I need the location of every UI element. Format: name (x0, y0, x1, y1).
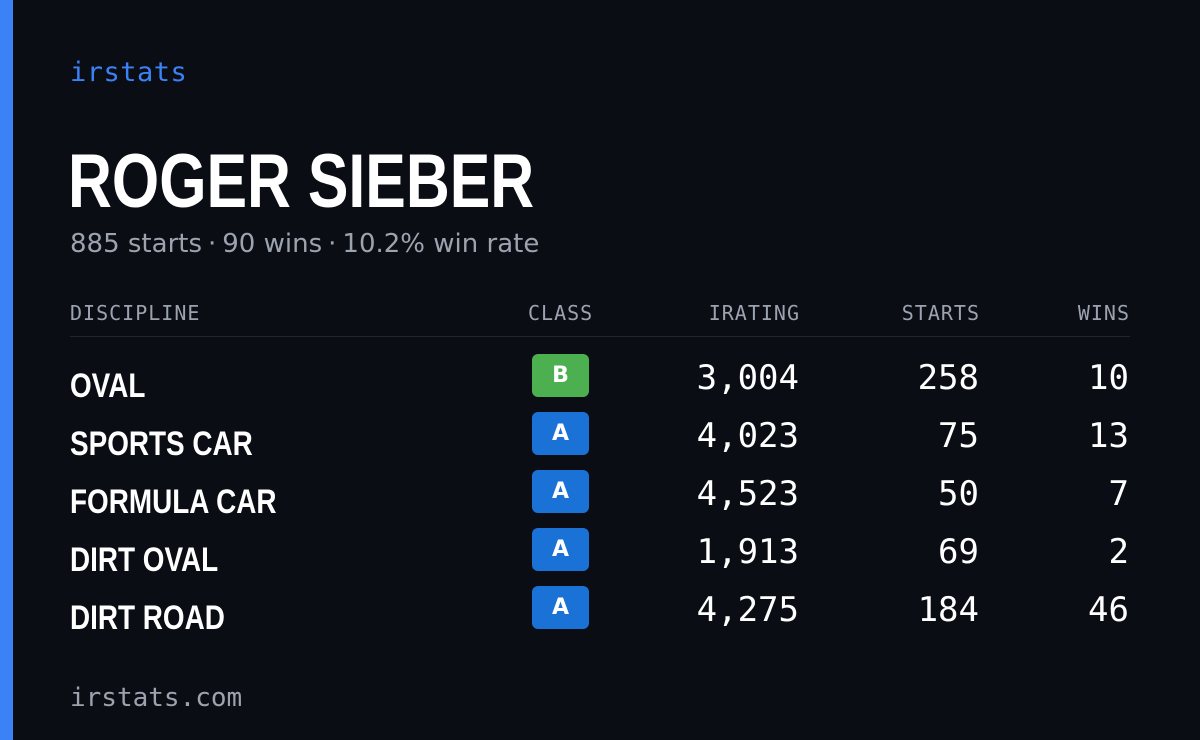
class-badge: A (532, 586, 589, 629)
row-wins: 2 (1108, 532, 1129, 572)
row-irating: 4,275 (696, 590, 799, 630)
discipline-table: OVAL B 3,004 258 10 SPORTS CAR A 4,023 7… (70, 350, 1130, 640)
accent-bar (0, 0, 13, 740)
row-discipline: OVAL (70, 367, 146, 405)
header-discipline: DISCIPLINE (70, 301, 201, 325)
header-starts: STARTS (901, 301, 980, 325)
row-discipline: SPORTS CAR (70, 425, 253, 463)
row-wins: 46 (1088, 590, 1129, 630)
row-irating: 1,913 (696, 532, 799, 572)
row-discipline: DIRT OVAL (70, 541, 219, 579)
row-wins: 10 (1088, 358, 1129, 398)
row-starts: 258 (917, 358, 979, 398)
table-header: DISCIPLINE CLASS IRATING STARTS WINS (70, 300, 1130, 337)
class-badge: A (532, 528, 589, 571)
driver-name: ROGER SIEBER (68, 139, 535, 224)
row-wins: 7 (1108, 474, 1129, 514)
summary-starts: 885 starts (70, 229, 202, 259)
summary-win-rate: 10.2% win rate (342, 229, 540, 259)
table-row: DIRT ROAD A 4,275 184 46 (70, 582, 1130, 640)
row-starts: 69 (938, 532, 979, 572)
class-badge: B (532, 354, 589, 397)
row-wins: 13 (1088, 416, 1129, 456)
row-discipline: FORMULA CAR (70, 483, 277, 521)
footer-url: irstats.com (70, 683, 243, 713)
header-irating: IRATING (708, 301, 800, 325)
summary-separator: · (328, 229, 337, 259)
table-row: DIRT OVAL A 1,913 69 2 (70, 524, 1130, 582)
header-class: CLASS (528, 301, 594, 325)
summary-wins: 90 wins (222, 229, 323, 259)
row-starts: 75 (938, 416, 979, 456)
row-starts: 50 (938, 474, 979, 514)
class-badge: A (532, 412, 589, 455)
table-row: SPORTS CAR A 4,023 75 13 (70, 408, 1130, 466)
row-irating: 4,023 (696, 416, 799, 456)
class-badge: A (532, 470, 589, 513)
driver-summary: 885 starts · 90 wins · 10.2% win rate (70, 226, 539, 262)
summary-separator: · (208, 229, 217, 259)
table-row: FORMULA CAR A 4,523 50 7 (70, 466, 1130, 524)
header-wins: WINS (1077, 301, 1130, 325)
table-row: OVAL B 3,004 258 10 (70, 350, 1130, 408)
row-irating: 4,523 (696, 474, 799, 514)
brand-logo-text: irstats (70, 57, 188, 88)
row-irating: 3,004 (696, 358, 799, 398)
row-starts: 184 (917, 590, 979, 630)
row-discipline: DIRT ROAD (70, 599, 225, 637)
